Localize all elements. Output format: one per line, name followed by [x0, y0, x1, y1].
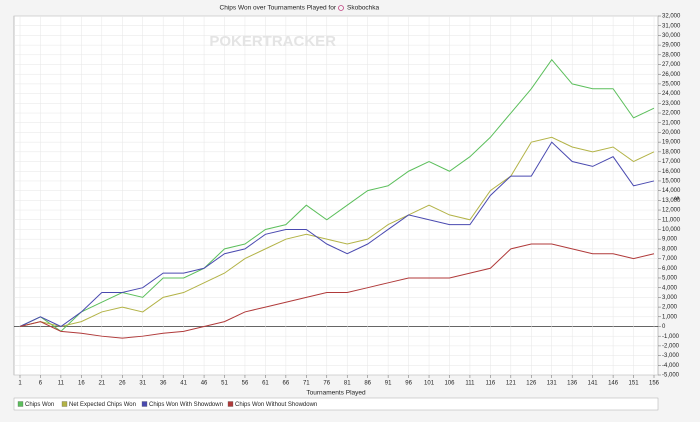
y-tick-label: 17,000 — [662, 159, 681, 165]
x-tick-label: 96 — [405, 381, 412, 387]
y-tick-label: 8,000 — [662, 246, 678, 252]
y-tick-label: 7,000 — [662, 256, 678, 262]
y-tick-label: 20,000 — [662, 130, 681, 136]
legend-label: Chips Won With Showdown — [149, 402, 223, 408]
y-tick-label: 4,000 — [662, 285, 678, 291]
legend-swatch — [17, 401, 24, 407]
x-tick-label: 136 — [567, 381, 578, 387]
y-tick-label: 12,000 — [662, 208, 681, 214]
y-tick-label: 22,000 — [662, 111, 681, 117]
x-tick-label: 146 — [608, 381, 619, 387]
x-tick-label: 121 — [506, 381, 517, 387]
y-tick-label: 19,000 — [662, 140, 681, 146]
y-tick-label: 32,000 — [662, 14, 681, 20]
legend-swatch — [227, 401, 234, 407]
y-tick-label: 13,000 — [662, 198, 681, 204]
y-tick-label: 10,000 — [662, 227, 681, 233]
chart-title: Chips Won over Tournaments Played for — [220, 5, 337, 12]
legend-label: Net Expected Chips Won — [69, 402, 136, 408]
y-tick-label: 11,000 — [662, 217, 681, 223]
x-tick-label: 116 — [486, 381, 496, 387]
legend-swatch — [141, 401, 148, 407]
legend-label: Chips Won — [25, 402, 54, 408]
x-tick-label: 26 — [119, 381, 126, 387]
y-tick-label: 25,000 — [662, 81, 681, 87]
x-tick-label: 21 — [98, 381, 105, 387]
x-tick-label: 46 — [201, 381, 208, 387]
x-tick-label: 31 — [139, 381, 146, 387]
plot-area — [13, 15, 659, 376]
x-tick-label: 131 — [547, 381, 558, 387]
x-tick-label: 61 — [262, 381, 269, 387]
y-tick-label: 26,000 — [662, 72, 681, 78]
x-axis-label: Tournaments Played — [306, 390, 366, 397]
x-tick-label: 1 — [18, 381, 22, 387]
x-tick-label: 6 — [39, 381, 43, 387]
y-tick-label: 3,000 — [662, 295, 678, 301]
y-tick-label: 23,000 — [662, 101, 681, 107]
x-tick-label: 141 — [588, 381, 599, 387]
x-tick-label: 106 — [444, 381, 455, 387]
y-tick-label: 0 — [662, 324, 666, 330]
legend-swatch — [61, 401, 68, 407]
legend — [13, 397, 659, 411]
player-name: Skobochka — [347, 5, 380, 12]
y-tick-label: 16,000 — [662, 169, 681, 175]
y-tick-label: -4,000 — [662, 363, 680, 369]
y-tick-label: 18,000 — [662, 149, 681, 155]
y-tick-label: 9,000 — [662, 237, 678, 243]
x-tick-label: 41 — [180, 381, 187, 387]
x-tick-label: 91 — [385, 381, 392, 387]
y-tick-label: -1,000 — [662, 334, 680, 340]
y-tick-label: -3,000 — [662, 353, 680, 359]
x-tick-label: 71 — [303, 381, 310, 387]
series-line — [19, 243, 655, 339]
x-tick-label: 16 — [78, 381, 85, 387]
x-tick-label: 101 — [424, 381, 435, 387]
y-tick-label: 6,000 — [662, 266, 678, 272]
player-icon — [338, 5, 344, 11]
x-tick-label: 11 — [58, 381, 65, 387]
y-tick-label: 5,000 — [662, 276, 678, 282]
series-line — [19, 136, 655, 328]
y-axis-label: $ — [672, 196, 679, 200]
x-tick-label: 86 — [364, 381, 371, 387]
watermark: POKERTRACKER — [209, 33, 336, 50]
series-line — [19, 58, 655, 332]
series-line — [19, 141, 655, 328]
y-tick-label: 30,000 — [662, 33, 681, 39]
y-tick-label: 2,000 — [662, 305, 678, 311]
y-tick-label: -2,000 — [662, 343, 680, 349]
y-tick-label: 14,000 — [662, 188, 681, 194]
y-tick-label: 29,000 — [662, 43, 681, 49]
y-tick-label: 31,000 — [662, 23, 681, 29]
x-tick-label: 51 — [221, 381, 228, 387]
x-tick-label: 81 — [344, 381, 351, 387]
legend-label: Chips Won Without Showdown — [235, 402, 317, 408]
x-tick-label: 76 — [323, 381, 330, 387]
y-tick-label: 1,000 — [662, 314, 678, 320]
x-tick-label: 111 — [465, 381, 475, 387]
y-tick-label: -5,000 — [662, 373, 680, 379]
x-tick-label: 126 — [526, 381, 537, 387]
x-tick-label: 56 — [242, 381, 249, 387]
x-tick-label: 66 — [283, 381, 290, 387]
x-tick-label: 156 — [649, 381, 660, 387]
x-tick-label: 36 — [160, 381, 167, 387]
y-tick-label: 24,000 — [662, 91, 681, 97]
x-tick-label: 151 — [629, 381, 640, 387]
y-tick-label: 21,000 — [662, 120, 681, 126]
y-tick-label: 15,000 — [662, 179, 681, 185]
y-tick-label: 27,000 — [662, 62, 681, 68]
y-tick-label: 28,000 — [662, 52, 681, 58]
